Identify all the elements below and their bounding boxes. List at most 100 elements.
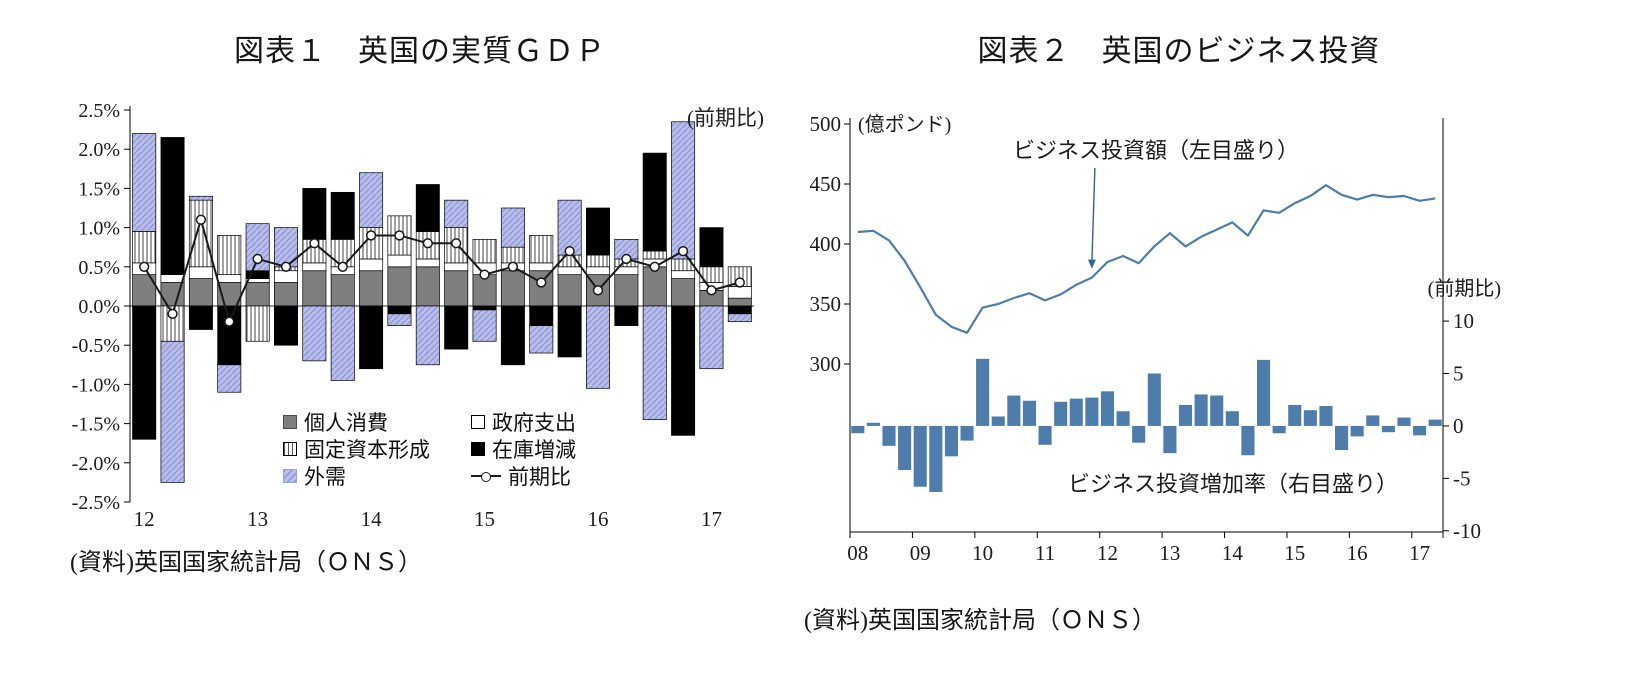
growth-bar bbox=[882, 425, 896, 446]
bar-segment-inventory bbox=[160, 137, 185, 275]
bar-segment-government bbox=[359, 258, 384, 272]
growth-bar bbox=[1132, 425, 1146, 443]
bar-segment-consumption bbox=[557, 274, 582, 307]
bar-segment-government bbox=[529, 262, 554, 272]
bar-segment-government bbox=[217, 274, 242, 283]
bar-segment-inventory bbox=[188, 305, 213, 330]
x-axis-tick-label: 15 bbox=[474, 507, 495, 531]
left-axis-tick-label: 450 bbox=[810, 172, 842, 196]
bar-segment-inventory bbox=[387, 305, 412, 315]
legend-label-government: 政府支出 bbox=[492, 410, 576, 435]
y-axis-tick-label: 0.0% bbox=[78, 296, 120, 318]
legend-swatch-consumption bbox=[283, 414, 297, 429]
qoq-line-marker bbox=[592, 285, 604, 296]
qoq-line-marker bbox=[224, 316, 235, 327]
growth-bar bbox=[1007, 395, 1021, 426]
growth-bar bbox=[976, 358, 990, 426]
bar-segment-fixed bbox=[500, 246, 525, 264]
line-annotation-label: ビジネス投資額（左目盛り） bbox=[1013, 138, 1299, 163]
growth-bar bbox=[1178, 404, 1193, 426]
investment-level-line bbox=[857, 184, 1436, 334]
qoq-line-marker bbox=[734, 277, 745, 288]
qoq-line bbox=[143, 216, 741, 325]
annotation-arrow-head bbox=[1087, 259, 1096, 269]
growth-bar bbox=[1366, 415, 1380, 426]
bar-segment-inventory bbox=[415, 184, 440, 232]
qoq-line-marker bbox=[394, 230, 405, 241]
legend-swatch-government bbox=[471, 414, 485, 429]
bar-segment-external bbox=[330, 305, 355, 381]
growth-bar bbox=[944, 425, 958, 457]
right-axis-tick-label: 5 bbox=[1453, 361, 1464, 385]
y-axis-tick-label: -2.5% bbox=[72, 492, 120, 514]
growth-bar bbox=[1288, 404, 1302, 426]
left-axis-tick-label: 500 bbox=[810, 112, 842, 136]
growth-bar bbox=[1085, 397, 1099, 426]
bar-annotation-label: ビジネス投資増加率（右目盛り） bbox=[1068, 471, 1398, 496]
growth-bar bbox=[1350, 425, 1364, 437]
qoq-line-marker bbox=[167, 308, 178, 319]
bar-segment-consumption bbox=[671, 278, 696, 307]
left-axis-tick-label: 400 bbox=[810, 232, 842, 256]
bar-segment-inventory bbox=[132, 305, 157, 440]
qoq-line-marker bbox=[337, 261, 348, 272]
growth-bar bbox=[1319, 405, 1333, 426]
figure-2-chart-area: 500 450 400 350 300 (億ポンド) 10 5 0 -5 -10 (前期比) 08 09 1… bbox=[798, 94, 1560, 586]
legend-swatch-inventory bbox=[471, 441, 485, 456]
bar-segment-consumption bbox=[529, 270, 554, 307]
y-axis-tick-label: 0.5% bbox=[78, 257, 120, 279]
bar-segment-external bbox=[444, 199, 469, 228]
bar-segment-external bbox=[188, 195, 213, 201]
x-axis-tick-label: 13 bbox=[1159, 541, 1180, 565]
growth-bar bbox=[1397, 417, 1411, 426]
qoq-line-marker bbox=[564, 245, 575, 257]
qoq-line-marker bbox=[507, 261, 519, 272]
bar-segment-fixed bbox=[472, 239, 497, 264]
growth-bar bbox=[1428, 419, 1442, 426]
growth-bar bbox=[898, 425, 912, 470]
legend-swatch-external bbox=[283, 468, 297, 483]
y-axis-tick-label: -0.5% bbox=[72, 335, 120, 357]
bar-segment-government bbox=[274, 270, 298, 283]
growth-bar bbox=[1303, 410, 1317, 426]
x-axis-tick-label: 15 bbox=[1284, 541, 1305, 565]
qoq-line-marker bbox=[195, 214, 207, 225]
legend-item-government: 政府支出 bbox=[471, 407, 576, 437]
bar-segment-external bbox=[160, 340, 185, 483]
figure-1-source: (資料)英国国家統計局（ＯＮＳ） bbox=[70, 550, 422, 576]
bar-segment-fixed bbox=[586, 254, 610, 268]
growth-bar bbox=[1022, 400, 1037, 426]
bar-segment-external bbox=[415, 305, 440, 366]
growth-bar bbox=[1210, 395, 1224, 426]
figure-1-legend: 個人消費 政府支出 固定資本形成 在庫増減 外需 前期比 bbox=[283, 408, 576, 489]
qoq-line-marker bbox=[451, 238, 462, 249]
qoq-line-marker bbox=[422, 238, 433, 249]
qoq-line-marker bbox=[252, 253, 263, 265]
annotation-arrow-line bbox=[1091, 167, 1096, 263]
bar-segment-external bbox=[642, 305, 667, 421]
x-axis-tick-label: 13 bbox=[247, 507, 268, 531]
growth-bar bbox=[960, 425, 974, 441]
bar-segment-inventory bbox=[359, 305, 384, 370]
growth-bar bbox=[851, 425, 865, 434]
growth-bar bbox=[1100, 391, 1115, 426]
y-axis-tick-label: 1.5% bbox=[78, 178, 120, 200]
qoq-line-marker bbox=[309, 238, 320, 249]
bar-segment-inventory bbox=[671, 305, 696, 436]
bar-segment-fixed bbox=[245, 305, 270, 342]
bar-segment-external bbox=[132, 133, 157, 232]
y-axis-tick-label: -2.0% bbox=[72, 453, 120, 475]
bar-segment-fixed bbox=[642, 250, 667, 260]
x-axis-tick-label: 16 bbox=[588, 507, 609, 531]
x-axis-tick-label: 16 bbox=[1347, 541, 1368, 565]
growth-bar bbox=[1225, 411, 1239, 426]
bar-segment-consumption bbox=[188, 278, 213, 307]
business-investment-chart: 500 450 400 350 300 (億ポンド) 10 5 0 -5 -10 (前期比) 08 09 1… bbox=[810, 112, 1502, 565]
legend-label-line: 前期比 bbox=[508, 464, 571, 489]
bar-segment-government bbox=[415, 258, 440, 268]
figure-1-real-gdp: 図表１ 英国の実質ＧＤＰ 2.5% 2.0% 1.5% 1.0% 0.5% 0.0% -0.… bbox=[70, 26, 770, 577]
right-axis-tick-label: 0 bbox=[1453, 414, 1464, 438]
bar-segment-government bbox=[586, 266, 610, 275]
bar-segment-inventory bbox=[274, 305, 298, 346]
